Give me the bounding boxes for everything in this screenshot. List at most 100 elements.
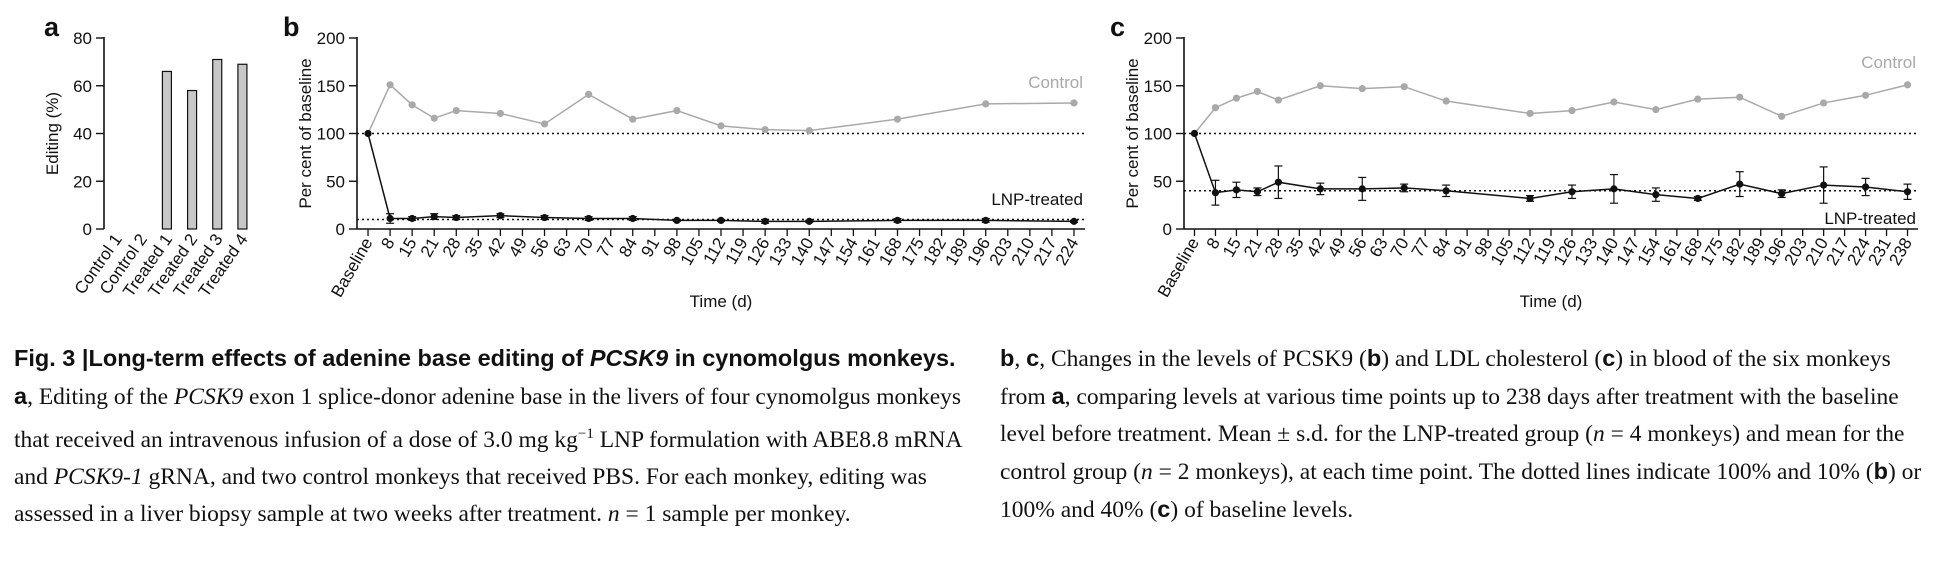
data-point: [386, 81, 394, 89]
data-point: [1358, 185, 1366, 193]
y-tick-label: 80: [73, 29, 92, 48]
y-axis-title: Per cent of baseline: [1123, 58, 1142, 208]
data-point: [1694, 194, 1702, 203]
data-point: [1442, 187, 1450, 195]
data-point: [1610, 98, 1618, 106]
data-point: [1820, 99, 1828, 107]
data-point: [1778, 112, 1786, 120]
data-point: [1736, 180, 1744, 188]
caption-panel-ref-a: a: [14, 383, 28, 409]
data-point: [1070, 99, 1078, 107]
data-point: [761, 126, 769, 134]
data-point: [430, 212, 438, 221]
data-point: [1442, 97, 1450, 105]
data-point: [761, 217, 769, 225]
y-tick-label: 150: [1144, 77, 1172, 96]
data-point: [673, 216, 681, 225]
y-tick-label: 100: [317, 125, 345, 144]
data-point: [1190, 129, 1199, 138]
y-tick-label: 40: [73, 125, 92, 144]
data-point: [1778, 190, 1786, 198]
data-point: [1526, 109, 1534, 118]
y-tick-label: 200: [1144, 29, 1172, 48]
data-point: [805, 127, 813, 135]
data-point: [1568, 106, 1576, 115]
data-point: [496, 109, 504, 118]
bar: [186, 89, 198, 230]
x-tick-label: 42: [483, 235, 509, 261]
data-point: [717, 122, 725, 130]
y-tick-label: 0: [83, 220, 92, 239]
x-tick-label: 49: [505, 235, 531, 261]
x-tick-label: 15: [395, 235, 421, 261]
series-label: Control: [1028, 73, 1083, 92]
data-point: [1400, 83, 1408, 91]
data-point: [1568, 188, 1576, 196]
data-point: [1211, 189, 1220, 197]
y-tick-label: 100: [1144, 125, 1172, 144]
data-point: [1274, 178, 1282, 186]
x-tick-label: 70: [571, 235, 597, 261]
data-point: [717, 216, 725, 225]
data-point: [893, 216, 902, 225]
data-point: [629, 214, 637, 223]
data-point: [452, 106, 460, 115]
x-tick-label: Baseline: [1154, 235, 1203, 301]
data-point: [1694, 95, 1702, 103]
data-point: [585, 214, 593, 223]
bar: [161, 70, 173, 230]
data-point: [893, 115, 902, 123]
figure-caption-left: Fig. 3 |Long-term effects of adenine bas…: [14, 345, 962, 527]
data-point: [1652, 106, 1660, 114]
caption-title: Long-term effects of adenine base editin…: [88, 345, 956, 371]
series-label: LNP-treated: [1824, 209, 1916, 228]
data-point: [540, 120, 549, 128]
y-tick-label: 0: [1163, 220, 1172, 239]
data-point: [540, 213, 549, 222]
data-point: [1358, 85, 1366, 93]
panel-b-letter: b: [283, 12, 300, 42]
data-point: [1253, 188, 1261, 196]
panel-a-letter: a: [44, 12, 60, 42]
data-point: [673, 106, 681, 115]
x-tick-label: 77: [593, 235, 619, 261]
y-axis-title: Per cent of baseline: [296, 58, 315, 208]
data-point: [408, 214, 416, 223]
x-axis-title: Time (d): [690, 292, 753, 311]
data-point: [1211, 104, 1220, 112]
data-point: [1316, 185, 1324, 193]
x-tick-label: 63: [549, 235, 575, 261]
figure-caption-right: b, c, Changes in the levels of PCSK9 (b)…: [1000, 345, 1922, 523]
y-tick-label: 150: [317, 77, 345, 96]
bar: [237, 63, 248, 230]
caption-fig-label: Fig. 3 |: [14, 345, 89, 371]
x-tick-label: 35: [461, 235, 487, 261]
series-line: [367, 133, 1074, 223]
data-point: [585, 90, 593, 98]
y-tick-label: 200: [317, 29, 345, 48]
series-line: [367, 83, 1074, 134]
x-tick-label: 28: [439, 235, 465, 261]
y-tick-label: 20: [73, 172, 92, 191]
x-axis-title: Time (d): [1520, 292, 1583, 311]
x-tick-label: 84: [615, 235, 641, 261]
data-point: [1526, 194, 1534, 203]
y-tick-label: 60: [73, 77, 92, 96]
data-point: [1274, 96, 1282, 104]
data-point: [1861, 91, 1870, 99]
data-point: [1232, 186, 1241, 194]
data-point: [1652, 191, 1660, 199]
data-point: [982, 100, 990, 108]
data-point: [1736, 93, 1744, 101]
x-tick-label: 224: [1052, 235, 1083, 269]
data-point: [1070, 217, 1078, 225]
series-label: Control: [1861, 53, 1916, 72]
data-point: [386, 214, 394, 223]
x-tick-label: 91: [637, 235, 663, 261]
data-point: [805, 217, 813, 225]
data-point: [364, 129, 372, 138]
